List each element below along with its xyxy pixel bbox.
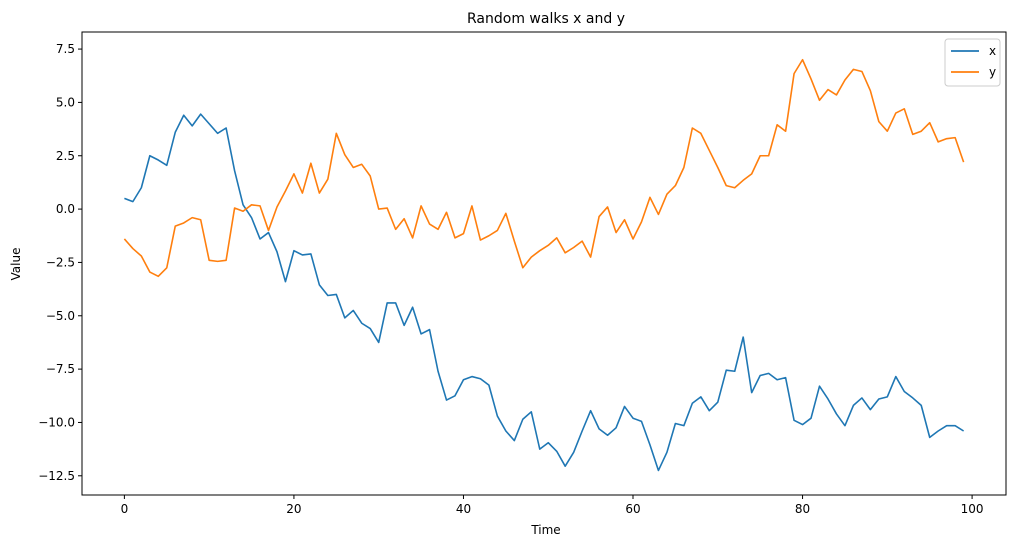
legend: x y — [944, 38, 1001, 87]
y-tick-label: −7.5 — [46, 362, 75, 376]
x-tick-label: 0 — [121, 502, 129, 516]
y-tick-label: 7.5 — [56, 42, 75, 56]
plot-lines — [123, 58, 965, 472]
y-tick-label: −12.5 — [38, 469, 75, 483]
y-tick-label: −10.0 — [38, 415, 75, 429]
x-axis-label: Time — [530, 523, 560, 537]
x-tick-label: 100 — [961, 502, 984, 516]
y-tick-label: 2.5 — [56, 149, 75, 163]
y-axis-label: Value — [9, 248, 23, 281]
x-tick-label: 80 — [795, 502, 810, 516]
y-tick-label: −5.0 — [46, 309, 75, 323]
y-tick-label: 5.0 — [56, 95, 75, 109]
series-line-y — [123, 58, 965, 278]
chart-title: Random walks x and y — [467, 11, 625, 27]
y-axis: −12.5 −10.0 −7.5 −5.0 −2.5 0.0 2.5 5.0 7.5 — [38, 42, 82, 483]
series-line-x — [124, 113, 965, 472]
legend-label-y: y — [989, 65, 996, 79]
x-tick-label: 60 — [625, 502, 640, 516]
x-tick-label: 40 — [456, 502, 471, 516]
y-tick-label: 0.0 — [56, 202, 75, 216]
x-axis: 0 20 40 60 80 100 — [121, 495, 984, 516]
plot-frame — [81, 31, 1007, 496]
y-tick-label: −2.5 — [46, 255, 75, 269]
legend-label-x: x — [989, 44, 996, 58]
x-tick-label: 20 — [286, 502, 301, 516]
